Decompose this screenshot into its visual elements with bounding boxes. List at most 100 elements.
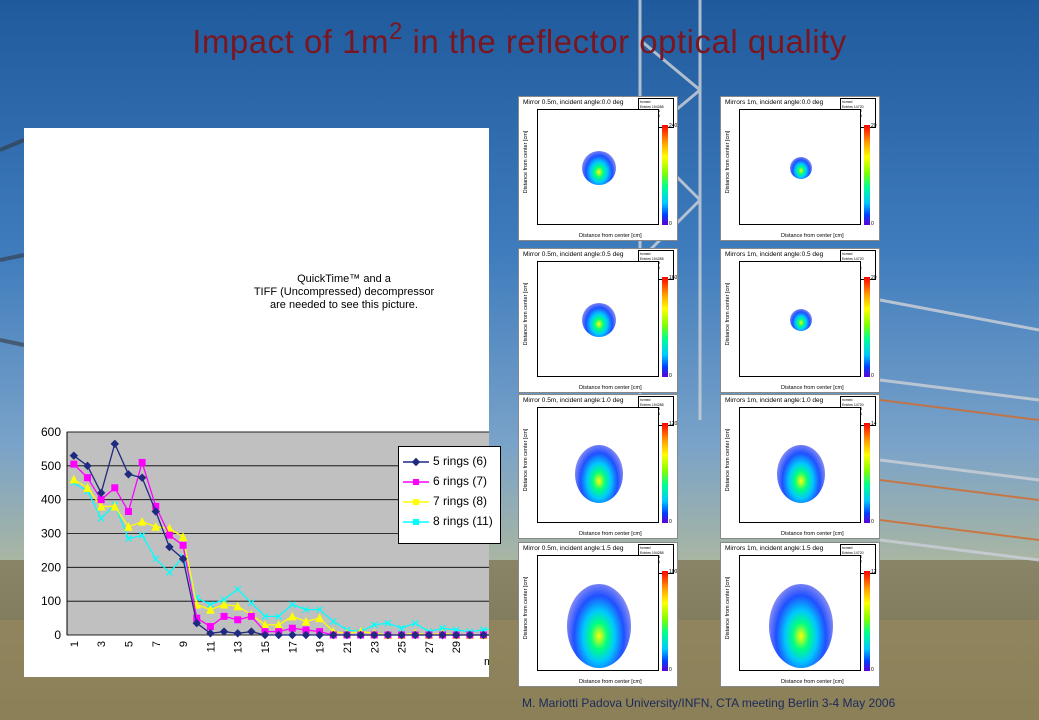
spot-histogram-panel: Mirrors 1m, incident angle:0.5 deg hcmed E… (720, 248, 880, 393)
color-scale-max: 20 (871, 275, 877, 281)
series-1-point (356, 630, 365, 640)
color-scale-max: 20 (871, 123, 877, 129)
series-1-point (479, 630, 488, 640)
series-3-point (301, 616, 311, 626)
spot-outer (777, 445, 825, 503)
series-3-point (288, 611, 297, 621)
series-2-point (111, 484, 119, 492)
series-2-point (247, 612, 255, 620)
series-2-point (234, 616, 242, 624)
spot-histogram-panel: Mirrors 1m, incident angle:0.0 deg hcmed E… (720, 96, 880, 241)
panel-x-label: Distance from center [cm] (579, 233, 642, 239)
quicktime-message: QuickTime™ and a TIFF (Uncompressed) dec… (253, 273, 435, 311)
series-4-point (125, 535, 132, 542)
color-scale-min: 0 (871, 373, 874, 379)
series-1-point (465, 630, 475, 640)
stats-line: Entries 194288 (640, 256, 664, 261)
series-1-point (274, 630, 283, 640)
series-4-point (288, 601, 296, 608)
legend-swatch (403, 457, 429, 467)
color-scale-bar (864, 125, 870, 225)
spot-plot-area (537, 109, 659, 225)
series-4-point (398, 624, 406, 632)
color-scale-max: 12 (871, 569, 877, 575)
stats-line: hcmed (640, 546, 651, 550)
series-1-point (165, 542, 174, 552)
slide-footer: M. Mariotti Padova University/INFN, CTA … (522, 696, 896, 710)
panel-x-label: Distance from center [cm] (579, 385, 642, 391)
series-4-point (261, 612, 269, 620)
spot-histogram-panel: Mirrors 1m, incident angle:1.0 deg hcmed E… (720, 394, 880, 539)
panel-x-label: Distance from center [cm] (579, 679, 642, 685)
series-2-point (165, 531, 173, 539)
panel-title: Mirrors 1m, incident angle:1.5 deg (725, 545, 824, 552)
color-scale-max: 120 (669, 421, 678, 427)
series-1-point (151, 507, 160, 516)
spot-plot-area (739, 555, 861, 671)
stats-line: hcmed (640, 252, 651, 256)
color-scale-max: 240 (669, 123, 678, 129)
ring-profile-chart: 0 100 200 300 400 500 600 1 3 5 7 9 11 13 15 17 19 21 23 25… (24, 418, 501, 677)
spot-histogram-panel: Mirror 0.5m, incident angle:1.5 deg hcmed… (518, 542, 678, 687)
series-3-point (124, 522, 133, 531)
panel-title: Mirrors 1m, incident angle:0.0 deg (725, 99, 824, 106)
panel-title: Mirror 0.5m, incident angle:1.5 deg (523, 545, 624, 552)
series-4-point (206, 601, 214, 608)
series-1-point (69, 451, 79, 460)
color-scale-min: 0 (669, 519, 672, 525)
series-3-point (83, 483, 92, 492)
spot-plot-area (739, 109, 861, 225)
series-4-point (411, 619, 419, 627)
series-4-point (193, 594, 201, 602)
series-1-point (438, 630, 447, 640)
stats-line: hcmed (640, 398, 651, 402)
series-3-point (69, 474, 79, 484)
series-2-point (83, 474, 91, 482)
spot-plot-area (739, 261, 861, 377)
series-2-point (70, 460, 78, 468)
y-tick-label: 100 (41, 594, 61, 608)
spot-plot-area (537, 555, 659, 671)
legend-label: 5 rings (6) (433, 454, 488, 468)
series-1-point (342, 630, 352, 640)
series-2-point (288, 624, 296, 632)
series-1-point (288, 630, 297, 640)
color-scale-min: 0 (669, 667, 672, 673)
panel-x-label: Distance from center [cm] (579, 531, 642, 537)
x-tick-label: 27 (424, 641, 436, 653)
series-1-point (178, 554, 188, 564)
series-3-point (151, 522, 161, 531)
series-2-point (97, 496, 105, 504)
series-1-point (451, 630, 461, 640)
series-2-point (179, 541, 187, 549)
spot-outer (575, 445, 623, 503)
color-scale-bar (864, 423, 870, 523)
series-2-point (220, 612, 228, 620)
color-scale-max: 14 (871, 421, 877, 427)
stats-line: hcmed (842, 100, 853, 104)
series-3-point (315, 613, 324, 623)
x-axis-label: mm (484, 656, 489, 668)
series-1-point (301, 630, 311, 640)
spot-plot-area (739, 407, 861, 523)
stats-line: hcmed (842, 252, 853, 256)
panel-x-label: Distance from center [cm] (781, 385, 844, 391)
y-tick-label: 300 (41, 527, 61, 541)
spot-outer (582, 151, 616, 185)
spot-histogram-panel: Mirror 0.5m, incident angle:1.0 deg hcmed… (518, 394, 678, 539)
series-1-point (137, 473, 147, 482)
panel-title: Mirrors 1m, incident angle:1.0 deg (725, 397, 824, 404)
spot-outer (769, 584, 833, 668)
x-tick-label: 25 (397, 641, 409, 653)
spot-outer (567, 584, 631, 668)
series-3-point (178, 532, 188, 541)
series-4-point (384, 619, 392, 627)
series-4-point (97, 514, 105, 522)
series-1-point (383, 630, 393, 640)
series-1-point (233, 629, 242, 638)
legend-label: 6 rings (7) (433, 474, 488, 488)
series-1-point (124, 470, 133, 479)
series-4-point (247, 599, 255, 607)
panel-x-label: Distance from center [cm] (781, 233, 844, 239)
series-1-point (96, 488, 106, 498)
